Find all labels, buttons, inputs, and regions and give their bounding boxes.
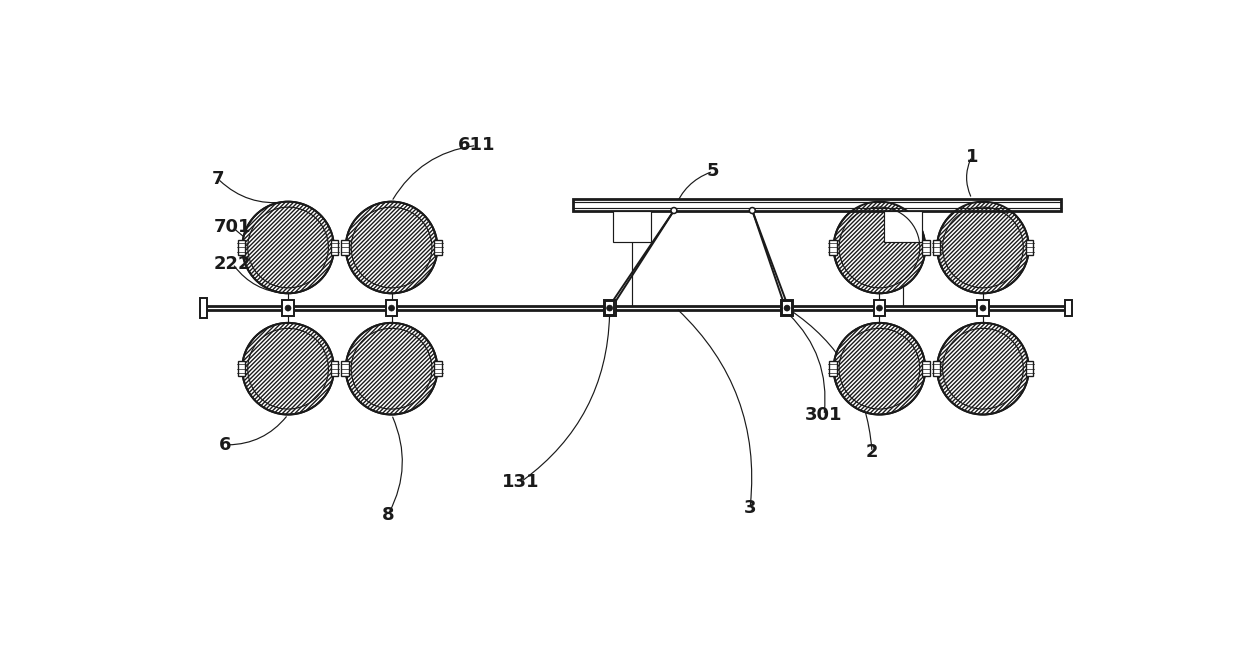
Bar [613, 211, 651, 241]
FancyBboxPatch shape [932, 361, 940, 376]
FancyBboxPatch shape [341, 361, 348, 376]
Circle shape [937, 201, 1029, 293]
Circle shape [784, 305, 790, 311]
Bar [884, 211, 923, 241]
FancyBboxPatch shape [238, 361, 246, 376]
Bar [203, 306, 1068, 310]
Circle shape [833, 201, 925, 293]
FancyBboxPatch shape [932, 240, 940, 255]
Text: 301: 301 [805, 406, 843, 424]
FancyBboxPatch shape [923, 240, 930, 255]
FancyBboxPatch shape [830, 361, 837, 376]
FancyBboxPatch shape [331, 240, 339, 255]
Circle shape [242, 323, 334, 415]
Circle shape [346, 323, 438, 415]
Text: 131: 131 [502, 473, 539, 490]
Bar [977, 300, 988, 317]
Circle shape [833, 323, 925, 415]
Circle shape [937, 323, 1029, 415]
Bar [873, 300, 885, 317]
Bar [605, 301, 615, 315]
Circle shape [749, 207, 755, 213]
Text: 7: 7 [212, 170, 224, 188]
Bar [781, 300, 792, 317]
FancyBboxPatch shape [1025, 240, 1033, 255]
Bar [573, 199, 1060, 211]
Text: 222: 222 [213, 255, 252, 273]
FancyBboxPatch shape [341, 240, 348, 255]
Bar [1065, 300, 1073, 317]
Circle shape [388, 305, 394, 311]
FancyBboxPatch shape [923, 361, 930, 376]
FancyBboxPatch shape [434, 240, 441, 255]
Bar [386, 300, 398, 317]
Circle shape [242, 201, 334, 293]
Text: 5: 5 [707, 162, 719, 181]
Text: 701: 701 [213, 218, 252, 236]
Circle shape [671, 207, 677, 213]
Circle shape [606, 305, 613, 311]
Text: 6: 6 [219, 436, 232, 454]
Text: 8: 8 [382, 506, 394, 524]
FancyBboxPatch shape [434, 361, 441, 376]
Circle shape [346, 201, 438, 293]
Bar [604, 300, 615, 317]
Text: 1: 1 [966, 148, 978, 165]
Circle shape [980, 305, 986, 311]
Bar [782, 301, 792, 315]
Text: 611: 611 [458, 137, 495, 154]
Bar [283, 300, 294, 317]
FancyBboxPatch shape [1025, 361, 1033, 376]
Bar [200, 298, 207, 318]
FancyBboxPatch shape [331, 361, 339, 376]
Circle shape [608, 305, 613, 311]
FancyBboxPatch shape [830, 240, 837, 255]
Circle shape [877, 305, 883, 311]
Text: 2: 2 [866, 443, 878, 461]
Text: 3: 3 [744, 499, 756, 517]
Circle shape [785, 305, 790, 311]
Circle shape [285, 305, 291, 311]
FancyBboxPatch shape [238, 240, 246, 255]
